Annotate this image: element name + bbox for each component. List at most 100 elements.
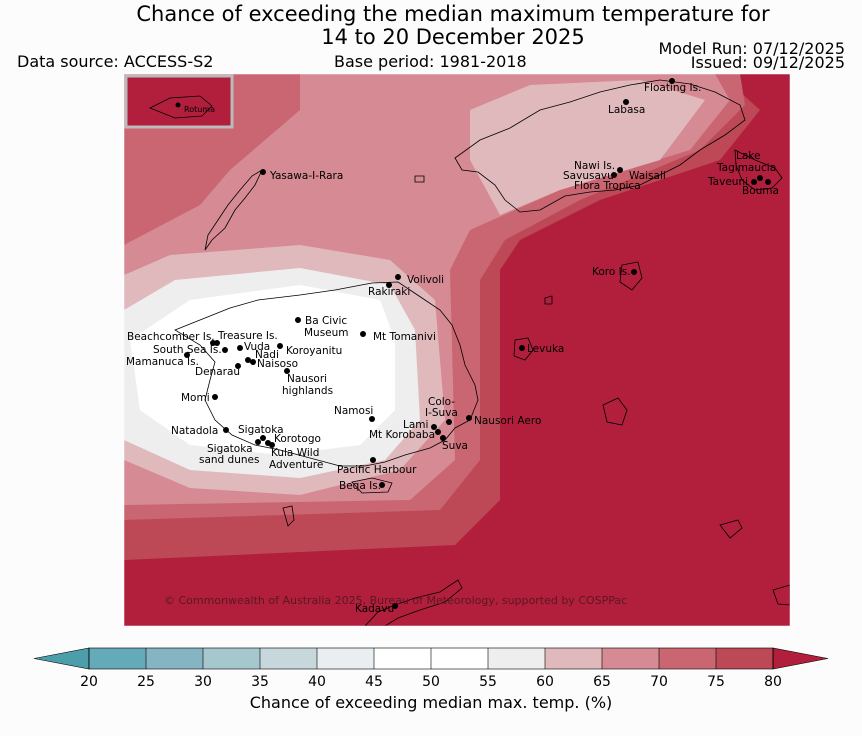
marker-volivoli bbox=[395, 274, 401, 280]
colorbar-tick-label: 30 bbox=[194, 674, 212, 690]
marker-suva bbox=[440, 435, 446, 441]
label-momi: Momi bbox=[181, 392, 210, 404]
colorbar-segment bbox=[431, 648, 489, 669]
label-sigatoka: Sigatoka bbox=[238, 424, 284, 436]
marker-namosi bbox=[369, 416, 375, 422]
label-tagimaucia: Tagimaucia bbox=[716, 162, 776, 174]
colorbar-segment bbox=[488, 648, 546, 669]
colorbar-segments bbox=[33, 647, 829, 670]
colorbar-segment bbox=[545, 648, 603, 669]
label-ba-civic: Ba Civic bbox=[305, 315, 347, 327]
lau-island-1 bbox=[719, 519, 743, 539]
label-nausori-h2: highlands bbox=[282, 385, 333, 397]
small-island-1 bbox=[282, 505, 295, 527]
coastlines bbox=[174, 79, 790, 626]
place-markers bbox=[184, 78, 771, 609]
colorbar-segment bbox=[146, 648, 204, 669]
colorbar-tick-label: 70 bbox=[650, 674, 668, 690]
colorbar-tick-label: 80 bbox=[764, 674, 782, 690]
place-labels: Floating Is. Labasa Yasawa-I-Rara Nawi I… bbox=[126, 82, 779, 615]
label-lake: Lake bbox=[736, 150, 760, 162]
label-sig-dunes1: Sigatoka bbox=[207, 443, 253, 455]
label-vuda: Vuda bbox=[244, 341, 270, 353]
marker-nausori-aero bbox=[466, 415, 472, 421]
beqa-coast bbox=[351, 477, 393, 494]
label-korotogo: Korotogo bbox=[274, 433, 321, 445]
marker-denarau bbox=[235, 363, 241, 369]
label-mamanuca: Mamanuca Is. bbox=[126, 356, 199, 368]
taveuni-coast bbox=[734, 149, 783, 191]
label-floating-is: Floating Is. bbox=[644, 82, 701, 94]
marker-kadavu bbox=[392, 603, 398, 609]
marker-savusavu bbox=[611, 172, 617, 178]
colorbar-segment bbox=[716, 648, 774, 669]
label-flora-tropica: Flora Tropica bbox=[574, 180, 641, 192]
marker-nadi bbox=[245, 357, 251, 363]
label-levuka: Levuka bbox=[527, 343, 564, 355]
marker-kula bbox=[269, 442, 275, 448]
colorbar-segment bbox=[317, 648, 375, 669]
label-volivoli: Volivoli bbox=[407, 274, 444, 286]
rotuma-label: Rotuma bbox=[184, 105, 215, 114]
label-pacific-harbour: Pacific Harbour bbox=[337, 464, 417, 476]
colorbar-segment bbox=[203, 648, 261, 669]
marker-bouma bbox=[765, 179, 771, 185]
rotuma-marker bbox=[175, 102, 181, 108]
label-suva: Suva bbox=[442, 440, 468, 452]
label-beqa: Beqa Is. bbox=[339, 480, 381, 492]
colorbar-title: Chance of exceeding median max. temp. (%… bbox=[249, 693, 613, 712]
yasawa-coast bbox=[204, 168, 263, 251]
colorbar-tick-label: 75 bbox=[707, 674, 725, 690]
colorbar-tick-label: 55 bbox=[479, 674, 497, 690]
colorbar-tick-label: 45 bbox=[365, 674, 383, 690]
marker-koro bbox=[631, 269, 637, 275]
label-denarau: Denarau bbox=[195, 366, 240, 378]
small-island-3 bbox=[414, 175, 425, 183]
label-treasure: Treasure Is. bbox=[217, 330, 278, 342]
colorbar-segment bbox=[89, 648, 147, 669]
map-title-line1: Chance of exceeding the median maximum t… bbox=[136, 2, 770, 26]
label-nausori-h1: Nausori bbox=[287, 373, 327, 385]
marker-naisoso bbox=[250, 359, 256, 365]
colorbar-tick-label: 25 bbox=[137, 674, 155, 690]
colorbar-segment bbox=[602, 648, 660, 669]
ovalau-coast bbox=[513, 337, 534, 361]
colorbar-tick-label: 50 bbox=[422, 674, 440, 690]
label-kula1: Kula Wild bbox=[271, 447, 319, 459]
marker-ba-civic bbox=[295, 317, 301, 323]
colorbar-tick-label: 35 bbox=[251, 674, 269, 690]
koro-coast bbox=[619, 261, 643, 291]
rotuma-inset: Rotuma bbox=[124, 74, 234, 129]
model-run-label: Model Run: 07/12/2025 bbox=[658, 39, 846, 58]
marker-momi bbox=[212, 394, 218, 400]
label-naisoso: Naisoso bbox=[257, 358, 298, 370]
label-waisali: Waisali bbox=[629, 170, 666, 182]
marker-lami bbox=[431, 424, 437, 430]
marker-taveuni bbox=[751, 179, 757, 185]
label-nausori-aero: Nausori Aero bbox=[474, 415, 541, 427]
colorbar-tick-label: 20 bbox=[80, 674, 98, 690]
label-lami: Lami bbox=[403, 419, 428, 431]
marker-koroyanitu bbox=[277, 343, 283, 349]
label-namosi: Namosi bbox=[334, 405, 373, 417]
viti-levu-coast bbox=[174, 281, 479, 467]
inset-frame bbox=[124, 74, 234, 129]
label-taveuni: Taveuni bbox=[707, 176, 748, 188]
map-title-line2: 14 to 20 December 2025 bbox=[321, 25, 585, 49]
label-colo: Colo- bbox=[428, 396, 455, 408]
label-rakiraki: Rakiraki bbox=[368, 286, 410, 298]
marker-south-sea bbox=[222, 347, 228, 353]
band-50-55 bbox=[130, 285, 395, 455]
marker-sigatoka bbox=[260, 435, 266, 441]
label-koro: Koro Is. bbox=[592, 266, 631, 278]
probability-contours bbox=[124, 74, 790, 626]
label-bouma: Bouma bbox=[742, 185, 779, 197]
marker-tagimaucia bbox=[757, 175, 763, 181]
colorbar-tick-label: 60 bbox=[536, 674, 554, 690]
colorbar-segment bbox=[659, 648, 717, 669]
small-island-2 bbox=[544, 295, 553, 305]
marker-nausori-highlands bbox=[284, 368, 290, 374]
rotuma-island-outline bbox=[149, 95, 213, 119]
colorbar-over-arrow bbox=[772, 647, 829, 670]
